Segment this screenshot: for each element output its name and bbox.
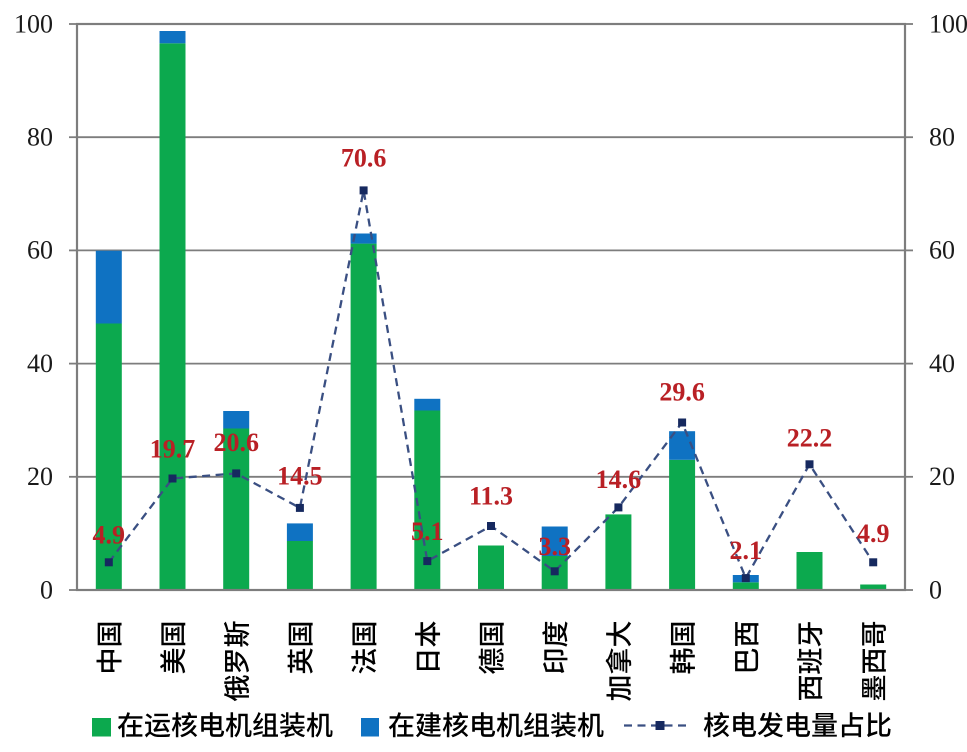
svg-text:14.6: 14.6: [596, 465, 642, 494]
svg-text:22.2: 22.2: [787, 423, 833, 452]
svg-text:5.1: 5.1: [411, 517, 444, 546]
svg-text:100: 100: [929, 9, 967, 38]
svg-text:60: 60: [929, 236, 955, 265]
svg-text:70.6: 70.6: [341, 144, 387, 173]
svg-text:19.7: 19.7: [150, 434, 196, 463]
svg-text:60: 60: [27, 236, 53, 265]
svg-text:2.1: 2.1: [730, 536, 763, 565]
svg-text:20: 20: [27, 462, 53, 491]
svg-text:4.9: 4.9: [93, 520, 126, 549]
svg-text:20: 20: [929, 462, 955, 491]
svg-text:20.6: 20.6: [213, 428, 259, 457]
svg-text:29.6: 29.6: [659, 377, 705, 406]
svg-text:11.3: 11.3: [469, 482, 513, 511]
svg-text:40: 40: [27, 349, 53, 378]
svg-text:0: 0: [40, 575, 53, 604]
svg-text:80: 80: [27, 123, 53, 152]
svg-text:4.9: 4.9: [857, 519, 890, 548]
svg-text:0: 0: [929, 575, 942, 604]
svg-text:3.3: 3.3: [538, 532, 571, 561]
svg-text:80: 80: [929, 123, 955, 152]
svg-text:14.5: 14.5: [277, 461, 323, 490]
svg-text:100: 100: [14, 9, 53, 38]
svg-text:40: 40: [929, 349, 955, 378]
